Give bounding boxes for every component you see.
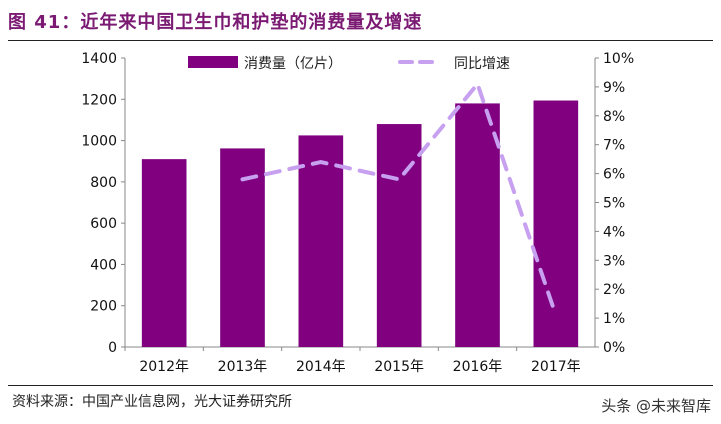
- source-note: 资料来源：中国产业信息网，光大证券研究所: [12, 394, 292, 410]
- title-divider: [8, 40, 713, 41]
- watermark: 头条 @未来智库: [601, 397, 711, 415]
- bar: [376, 124, 422, 347]
- y2-tick-label: 0%: [603, 340, 625, 356]
- y2-tick-label: 2%: [603, 282, 625, 298]
- bar: [298, 135, 344, 347]
- y-tick-label: 1000: [81, 134, 117, 150]
- y2-tick-label: 5%: [603, 196, 625, 212]
- legend-bar-label: 消费量（亿片）: [244, 56, 342, 72]
- y2-tick-label: 9%: [603, 80, 625, 96]
- bar: [455, 103, 500, 348]
- y2-tick-label: 1%: [603, 311, 625, 327]
- y-tick-label: 200: [90, 299, 117, 315]
- legend-bar-swatch: [188, 56, 238, 68]
- source-divider: [8, 385, 713, 386]
- y2-tick-label: 8%: [603, 109, 625, 125]
- y-tick-label: 600: [90, 216, 117, 232]
- x-tick-label: 2016年: [453, 359, 503, 375]
- bar: [220, 148, 265, 347]
- y2-tick-label: 7%: [603, 138, 625, 154]
- y-tick-label: 1200: [81, 92, 117, 108]
- x-tick-label: 2013年: [218, 359, 268, 375]
- bar: [141, 159, 187, 347]
- y-tick-label: 800: [90, 175, 117, 191]
- y-tick-label: 0: [108, 340, 117, 356]
- legend-line-label: 同比增速: [454, 56, 510, 72]
- y-tick-label: 1400: [81, 51, 117, 67]
- growth-line: [240, 79, 558, 318]
- chart-title: 图 41：近年来中国卫生巾和护垫的消费量及增速: [8, 12, 423, 33]
- y2-tick-label: 10%: [603, 51, 634, 67]
- x-tick-label: 2012年: [139, 359, 189, 375]
- bar: [533, 100, 579, 347]
- y2-tick-label: 3%: [603, 253, 625, 269]
- x-tick-label: 2015年: [374, 359, 424, 375]
- y-tick-label: 400: [90, 257, 117, 273]
- x-tick-label: 2017年: [531, 359, 581, 375]
- x-tick-label: 2014年: [296, 359, 346, 375]
- y2-tick-label: 6%: [603, 167, 625, 183]
- y2-tick-label: 4%: [603, 224, 625, 240]
